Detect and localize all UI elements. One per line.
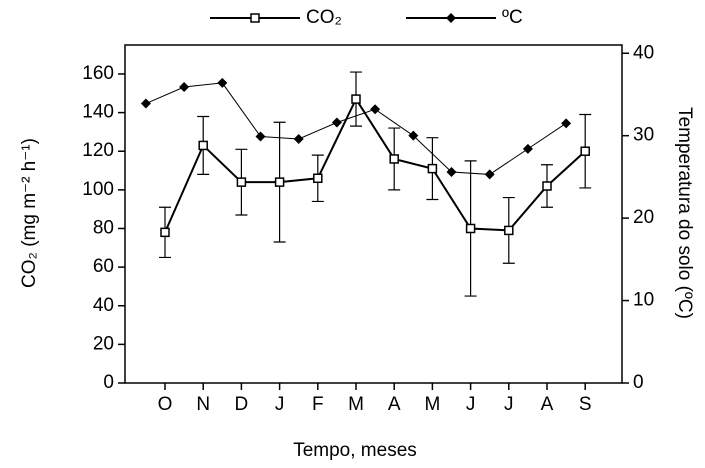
- y-tick-label: 160: [82, 63, 114, 84]
- y-tick-label: 80: [93, 218, 114, 239]
- y2-tick-label: 20: [633, 207, 654, 228]
- series-marker: [522, 143, 533, 154]
- series-marker: [140, 98, 151, 109]
- series-marker: [313, 173, 323, 184]
- series-marker: [236, 177, 247, 187]
- x-tick-label: O: [158, 394, 173, 415]
- x-tick-label: D: [235, 394, 249, 415]
- y-tick-label: 100: [82, 179, 114, 200]
- series-marker: [293, 133, 304, 144]
- series-marker: [484, 169, 495, 180]
- x-tick-label: F: [312, 394, 324, 415]
- y-tick-label: 60: [93, 256, 114, 277]
- series-marker: [465, 223, 476, 234]
- series-marker: [160, 227, 170, 238]
- x-tick-label: A: [388, 394, 401, 415]
- plot-frame: [124, 44, 623, 384]
- series-marker: [217, 77, 228, 88]
- y-tick-label: 120: [82, 140, 114, 161]
- series-marker: [580, 146, 590, 156]
- series-marker: [351, 94, 361, 104]
- series-marker: [274, 177, 285, 187]
- y2-axis-label: Temperatura do solo (ºC): [674, 107, 695, 319]
- series-marker: [446, 166, 457, 177]
- series-marker: [198, 140, 208, 151]
- series-marker: [331, 117, 342, 128]
- series-marker: [561, 118, 572, 129]
- x-tick-label: J: [275, 394, 285, 415]
- x-tick-label: A: [541, 394, 554, 415]
- series-line: [164, 97, 586, 233]
- series-marker: [255, 131, 266, 142]
- series-marker: [504, 225, 514, 236]
- series-marker: [542, 181, 552, 191]
- y-tick-label: 20: [93, 333, 114, 354]
- y2-tick-label: 30: [633, 125, 654, 146]
- x-tick-label: M: [424, 394, 440, 415]
- x-tick-label: S: [579, 394, 592, 415]
- series-marker: [427, 163, 438, 174]
- legend-label: ºC: [502, 7, 523, 28]
- series-line: [145, 82, 567, 175]
- y-tick-label: 140: [82, 102, 114, 123]
- y2-tick-label: 10: [633, 290, 654, 311]
- series-marker: [179, 82, 190, 93]
- x-tick-label: N: [196, 394, 210, 415]
- x-tick-label: J: [504, 394, 514, 415]
- y-tick-label: 40: [93, 295, 114, 316]
- y-tick-label: 0: [103, 372, 114, 393]
- y2-tick-label: 0: [633, 372, 644, 393]
- y2-tick-label: 40: [633, 42, 654, 63]
- legend-marker: [250, 13, 260, 23]
- y-axis-label: CO₂ (mg m⁻² h⁻¹): [19, 138, 40, 288]
- x-tick-label: J: [466, 394, 476, 415]
- legend-label: CO₂: [306, 7, 342, 28]
- legend-marker: [446, 13, 456, 23]
- series-marker: [408, 130, 419, 141]
- x-tick-label: M: [348, 394, 364, 415]
- series-marker: [370, 104, 381, 115]
- x-axis-label: Tempo, meses: [293, 440, 417, 461]
- series-marker: [389, 154, 399, 164]
